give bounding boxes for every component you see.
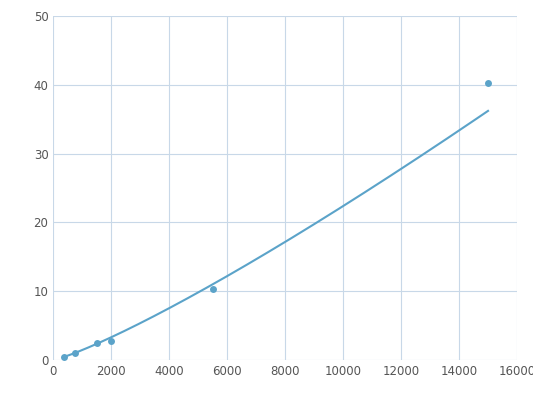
- Point: [60, 353, 68, 360]
- Point: [93, 340, 101, 346]
- Point: [208, 286, 217, 292]
- Point: [484, 80, 492, 86]
- Point: [107, 338, 116, 344]
- Point: [71, 350, 79, 356]
